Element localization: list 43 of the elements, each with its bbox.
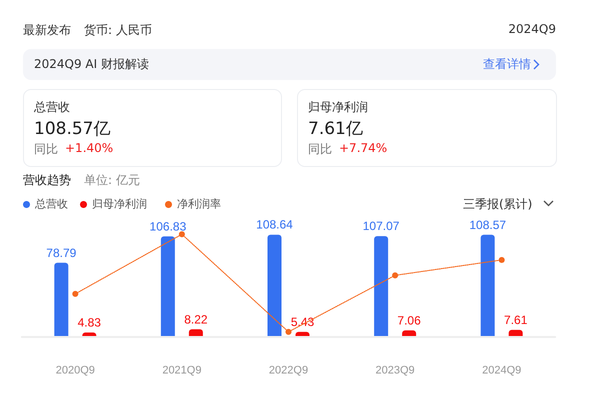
- text: 同比: [34, 141, 58, 158]
- text: 7.61亿: [308, 118, 363, 140]
- data-label: 7.61: [504, 312, 528, 327]
- point: [286, 328, 292, 335]
- bar: [54, 262, 68, 337]
- data-label: 7.06: [397, 313, 422, 328]
- data-label: 78.79: [46, 246, 77, 260]
- text: 三季报(累计): [463, 196, 532, 213]
- chart-title: 营收趋势: [23, 172, 71, 189]
- text: +7.74%: [339, 141, 388, 155]
- point: [498, 256, 505, 263]
- legend-label: 归母净利润: [92, 198, 147, 210]
- text: 最新发布: [23, 22, 71, 39]
- data-label: 108.64: [256, 218, 294, 232]
- data-label: 4.83: [78, 315, 102, 330]
- point: [178, 231, 185, 238]
- text: 归母净利润: [308, 99, 368, 116]
- legend-label: 净利润率: [177, 198, 221, 210]
- x-tick-label: 2023Q9: [376, 364, 415, 376]
- text: +1.40%: [65, 141, 114, 155]
- x-tick-label: 2022Q9: [268, 364, 308, 376]
- text: 总营收: [34, 99, 70, 116]
- data-label: 107.07: [362, 219, 400, 234]
- text: 108.57亿: [34, 118, 110, 140]
- text: 查看详情: [483, 56, 531, 73]
- x-tick-label: 2024Q9: [482, 364, 522, 376]
- text: 货币: 人民币: [84, 22, 152, 39]
- x-tick-label: 2020Q9: [56, 364, 95, 376]
- data-label: 108.57: [469, 218, 506, 232]
- legend-label: 总营收: [34, 198, 68, 210]
- bar: [268, 234, 282, 337]
- text: 2024Q9 AI 财报解读: [34, 56, 149, 73]
- bar: [480, 234, 495, 337]
- data-label: 8.22: [184, 312, 208, 326]
- bar: [160, 236, 175, 337]
- data-label: 106.83: [150, 219, 187, 234]
- bar: [374, 236, 388, 337]
- point: [72, 290, 78, 297]
- text: 2024Q9: [508, 22, 556, 36]
- text: 同比: [308, 141, 332, 158]
- x-tick-label: 2021Q9: [162, 364, 202, 376]
- point: [392, 272, 398, 278]
- chart-subtitle: 单位: 亿元: [84, 172, 140, 189]
